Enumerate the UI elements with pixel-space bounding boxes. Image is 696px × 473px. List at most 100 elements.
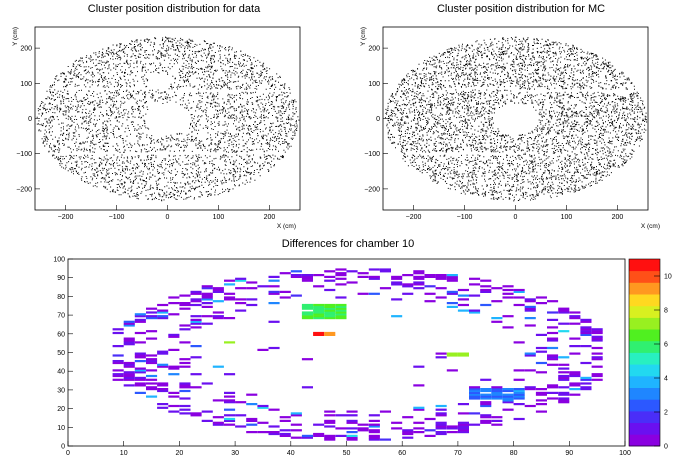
heatmap-cell (324, 438, 336, 441)
heatmap-cell (190, 298, 202, 301)
heatmap-cell (368, 268, 380, 271)
heatmap-cell (246, 281, 258, 284)
heatmap-cell (257, 285, 269, 288)
heatmap-cell (268, 346, 280, 350)
y-tick-label: 100 (53, 257, 65, 264)
heatmap-cell (335, 309, 347, 312)
heatmap-cell (424, 285, 436, 288)
heatmap-cell (235, 277, 247, 280)
heatmap-cell (357, 292, 369, 295)
heatmap-cell (402, 436, 414, 439)
y-tick-label: 50 (57, 350, 65, 357)
heatmap-cell (324, 303, 336, 307)
z-tick-label: 4 (664, 376, 668, 383)
heatmap-cell (547, 339, 559, 342)
heatmap-cell (524, 369, 536, 372)
x-tick-label: −200 (58, 214, 74, 221)
heatmap-cell (547, 363, 559, 366)
heatmap-cell (569, 352, 581, 355)
heatmap-cell (569, 322, 581, 325)
x-tick-label: 30 (231, 450, 239, 457)
color-scale-segment (629, 364, 660, 377)
heatmap-cell (335, 274, 347, 277)
x-tick-label: −200 (406, 214, 422, 221)
y-axis-label-mc: Y (cm) (360, 27, 367, 46)
heatmap-cell (558, 309, 570, 312)
y-tick-label: 10 (57, 425, 65, 432)
heatmap-cell (157, 350, 169, 353)
heatmap-cell (335, 315, 347, 318)
heatmap-cell (201, 419, 213, 422)
color-scale-segment (629, 270, 660, 283)
heatmap-cell (580, 378, 592, 381)
heatmap-cell (535, 371, 547, 374)
heatmap-cell (146, 315, 158, 318)
heatmap-cell (580, 328, 592, 331)
heatmap-cell (368, 275, 380, 278)
heatmap-cell (357, 275, 369, 278)
heatmap-cell (246, 423, 258, 426)
heatmap-cell (480, 401, 492, 404)
heatmap-cell (535, 361, 547, 365)
heatmap-cell (558, 363, 570, 366)
heatmap-cell (558, 391, 570, 394)
heatmap-cell (134, 369, 146, 372)
heatmap-cell (457, 403, 469, 406)
x-tick-label: −100 (109, 214, 125, 221)
heatmap-cell (524, 324, 536, 327)
heatmap-cell (235, 401, 247, 404)
heatmap-cell (123, 337, 135, 340)
heatmap-cell (157, 389, 169, 393)
color-scale-segment (629, 329, 660, 342)
heatmap-cell (146, 378, 158, 381)
heatmap-cell (502, 397, 514, 400)
heatmap-cell (146, 317, 158, 320)
heatmap-cell (513, 369, 525, 372)
heatmap-cell (123, 320, 135, 323)
heatmap-cell (580, 320, 592, 323)
heatmap-cell (513, 341, 525, 344)
heatmap-cell (379, 438, 391, 441)
heatmap-cell (446, 279, 458, 282)
heatmap-cell (402, 431, 414, 434)
heatmap-cell (379, 270, 391, 273)
heatmap-cell (480, 389, 492, 393)
heatmap-cell (513, 303, 525, 307)
heatmap-cell (469, 388, 481, 391)
heatmap-cell (547, 356, 559, 359)
heatmap-cell (190, 326, 202, 329)
heatmap-cell (413, 287, 425, 290)
heatmap-cell (558, 378, 570, 381)
heatmap-cell (157, 363, 169, 366)
heatmap-cell (290, 275, 302, 278)
heatmap-cell (413, 281, 425, 284)
heatmap-cell (123, 373, 135, 376)
heatmap-cell (558, 376, 570, 379)
heatmap-cell (446, 290, 458, 293)
heatmap-cell (435, 432, 447, 436)
y-tick-label: −200 (364, 186, 380, 193)
heatmap-cell (123, 384, 135, 387)
heatmap-cell (246, 417, 258, 421)
heatmap-cell (179, 324, 191, 327)
heatmap-cell (491, 397, 503, 400)
heatmap-cell (123, 343, 135, 346)
heatmap-cell (502, 315, 514, 318)
heatmap-cell (168, 395, 180, 398)
heatmap-cell (201, 292, 213, 295)
heatmap-cell (435, 356, 447, 359)
heatmap-cell (235, 425, 247, 428)
heatmap-cell (146, 311, 158, 314)
heatmap-cell (134, 318, 146, 321)
heatmap-cell (469, 391, 481, 394)
heatmap-cell (569, 393, 581, 396)
heatmap-cell (502, 389, 514, 393)
heatmap-cell (591, 373, 603, 376)
heatmap-cell (513, 397, 525, 400)
heatmap-cell (491, 395, 503, 398)
y-tick-label: 60 (57, 331, 65, 338)
heatmap-cell (491, 300, 503, 303)
heatmap-cell (201, 382, 213, 385)
heatmap-cell (580, 326, 592, 329)
heatmap-cell (313, 423, 325, 426)
